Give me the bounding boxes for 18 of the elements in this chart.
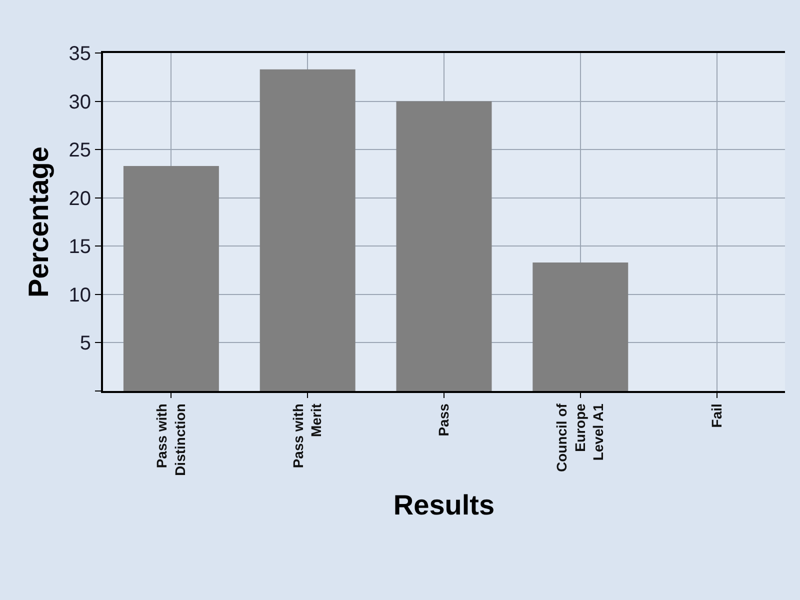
bar bbox=[123, 166, 219, 391]
x-tick-label: Council of Europe Level A1 bbox=[554, 403, 606, 472]
bar bbox=[396, 101, 492, 391]
y-tick-label: 30 bbox=[68, 91, 91, 114]
y-tick-label: 35 bbox=[68, 43, 91, 65]
y-tick-label: 10 bbox=[68, 284, 91, 306]
y-tick-label: 15 bbox=[68, 236, 91, 258]
x-tick-label: Fail bbox=[708, 404, 724, 428]
y-tick-label: 25 bbox=[68, 140, 91, 162]
x-axis-title: Results bbox=[393, 490, 495, 521]
bar bbox=[532, 262, 628, 391]
bar bbox=[260, 69, 356, 391]
x-tick-label: Pass with Distinction bbox=[154, 404, 188, 476]
y-tick-label: 20 bbox=[68, 188, 91, 210]
y-axis-title: Percentage bbox=[22, 146, 54, 298]
x-tick-label: Pass bbox=[436, 403, 452, 436]
x-tick-label: Pass with Merit bbox=[290, 403, 324, 468]
y-tick-label: 5 bbox=[80, 332, 91, 355]
